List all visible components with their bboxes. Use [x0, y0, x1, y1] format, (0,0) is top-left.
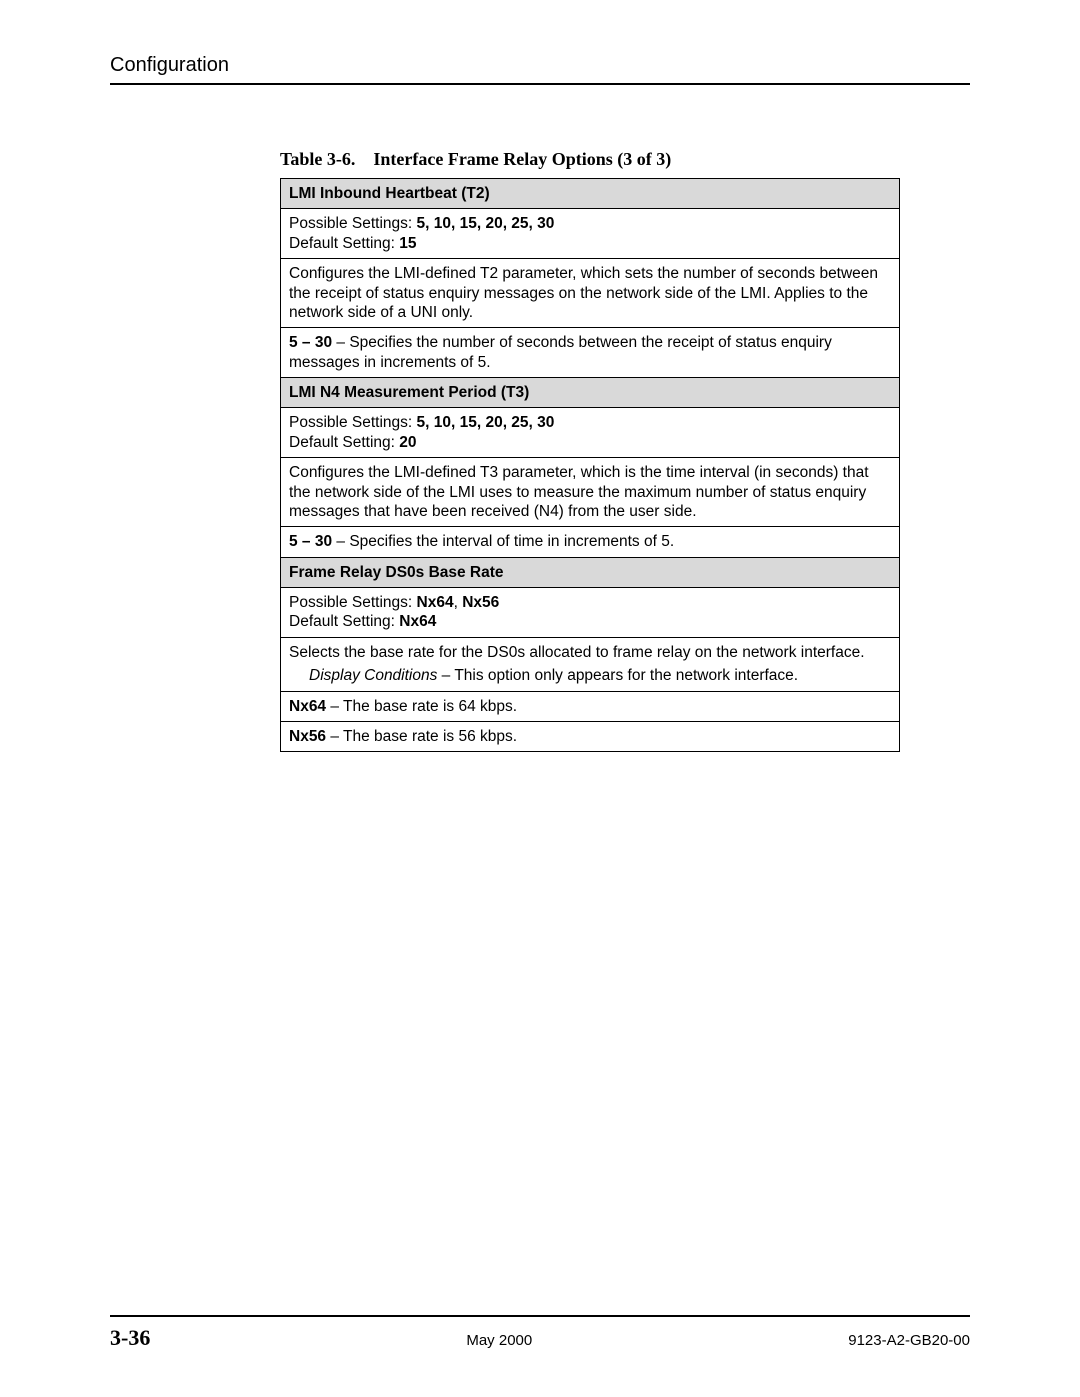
- nx56-rest: – The base rate is 56 kbps.: [326, 728, 517, 745]
- page-number: 3-36: [110, 1325, 150, 1351]
- ds0-nx64-cell: Nx64 – The base rate is 64 kbps.: [281, 691, 900, 721]
- t2-range-bold: 5 – 30: [289, 334, 332, 351]
- possible-settings-values: 5, 10, 15, 20, 25, 30: [417, 414, 555, 431]
- possible-sep: ,: [454, 594, 463, 611]
- possible-val-2: Nx56: [462, 594, 499, 611]
- display-conditions-label: Display Conditions: [309, 667, 437, 684]
- possible-settings-values: 5, 10, 15, 20, 25, 30: [417, 215, 555, 232]
- ds0-description-cell: Selects the base rate for the DS0s alloc…: [281, 637, 900, 691]
- ds0-description-line1: Selects the base rate for the DS0s alloc…: [289, 643, 891, 662]
- possible-val-1: Nx64: [417, 594, 454, 611]
- section-head-t3: LMI N4 Measurement Period (T3): [281, 378, 900, 408]
- document-page: Configuration Table 3-6. Interface Frame…: [0, 0, 1080, 1397]
- default-setting-value: 15: [399, 235, 416, 252]
- t2-description: Configures the LMI-defined T2 parameter,…: [289, 264, 891, 322]
- caption-label: Table 3-6.: [280, 149, 355, 169]
- nx64-bold: Nx64: [289, 698, 326, 715]
- default-setting-label: Default Setting:: [289, 613, 399, 630]
- table-caption: Table 3-6. Interface Frame Relay Options…: [110, 149, 970, 170]
- ds0-nx56-cell: Nx56 – The base rate is 56 kbps.: [281, 721, 900, 751]
- t3-range-rest: – Specifies the interval of time in incr…: [332, 533, 674, 550]
- t2-settings-cell: Possible Settings: 5, 10, 15, 20, 25, 30…: [281, 209, 900, 259]
- nx64-rest: – The base rate is 64 kbps.: [326, 698, 517, 715]
- t2-range-rest: – Specifies the number of seconds betwee…: [289, 334, 832, 370]
- default-setting-label: Default Setting:: [289, 235, 399, 252]
- t3-description-cell: Configures the LMI-defined T3 parameter,…: [281, 458, 900, 527]
- footer-date: May 2000: [466, 1332, 532, 1349]
- caption-title: Interface Frame Relay Options (3 of 3): [373, 149, 671, 169]
- t3-settings-cell: Possible Settings: 5, 10, 15, 20, 25, 30…: [281, 408, 900, 458]
- ds0-display-conditions: Display Conditions – This option only ap…: [289, 666, 891, 685]
- section-head-ds0: Frame Relay DS0s Base Rate: [281, 557, 900, 587]
- section-head-t2: LMI Inbound Heartbeat (T2): [281, 179, 900, 209]
- t2-description-cell: Configures the LMI-defined T2 parameter,…: [281, 259, 900, 328]
- default-setting-value: 20: [399, 434, 416, 451]
- footer-doc-id: 9123-A2-GB20-00: [848, 1332, 970, 1349]
- t3-range-cell: 5 – 30 – Specifies the interval of time …: [281, 527, 900, 557]
- running-header: Configuration: [110, 54, 970, 85]
- default-setting-label: Default Setting:: [289, 434, 399, 451]
- possible-settings-label: Possible Settings:: [289, 594, 417, 611]
- t3-description: Configures the LMI-defined T3 parameter,…: [289, 463, 891, 521]
- page-footer: 3-36 May 2000 9123-A2-GB20-00: [110, 1315, 970, 1351]
- nx56-bold: Nx56: [289, 728, 326, 745]
- t2-range-cell: 5 – 30 – Specifies the number of seconds…: [281, 328, 900, 378]
- default-setting-value: Nx64: [399, 613, 436, 630]
- t3-range-bold: 5 – 30: [289, 533, 332, 550]
- display-conditions-rest: – This option only appears for the netwo…: [437, 667, 798, 684]
- ds0-settings-cell: Possible Settings: Nx64, Nx56 Default Se…: [281, 588, 900, 638]
- possible-settings-label: Possible Settings:: [289, 215, 417, 232]
- possible-settings-label: Possible Settings:: [289, 414, 417, 431]
- options-table: LMI Inbound Heartbeat (T2) Possible Sett…: [280, 178, 900, 752]
